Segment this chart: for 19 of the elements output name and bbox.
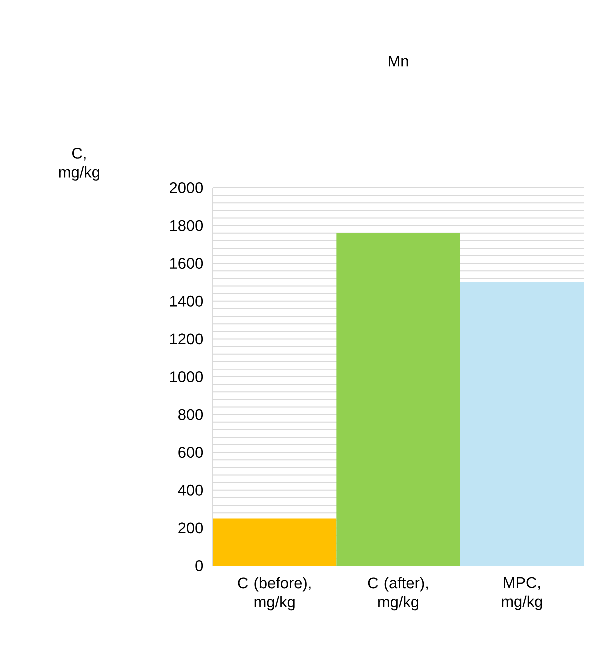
y-tick-label: 1400 bbox=[170, 296, 204, 307]
bar bbox=[460, 282, 584, 566]
y-tick-label: 200 bbox=[178, 522, 204, 534]
y-axis-title: C, mg/kg bbox=[59, 148, 100, 181]
y-tick-label: 1000 bbox=[170, 372, 204, 382]
bar bbox=[213, 518, 337, 566]
y-tick-label: 0 bbox=[196, 560, 204, 572]
chart-title: Mn bbox=[389, 56, 408, 67]
y-tick-label: 2000 bbox=[170, 182, 204, 194]
y-tick-label: 1200 bbox=[170, 334, 204, 345]
y-tick-label: 600 bbox=[178, 447, 204, 458]
y-tick-label: 1600 bbox=[170, 258, 204, 270]
y-tick-label: 1800 bbox=[170, 220, 204, 232]
bar bbox=[336, 233, 460, 566]
x-tick-label: MPC, mg/kg bbox=[502, 577, 542, 610]
x-tick-label: C (before), mg/kg bbox=[238, 577, 311, 611]
x-tick-label: C (after), mg/kg bbox=[368, 577, 428, 611]
y-tick-label: 800 bbox=[178, 409, 204, 420]
y-tick-label: 400 bbox=[178, 484, 204, 496]
